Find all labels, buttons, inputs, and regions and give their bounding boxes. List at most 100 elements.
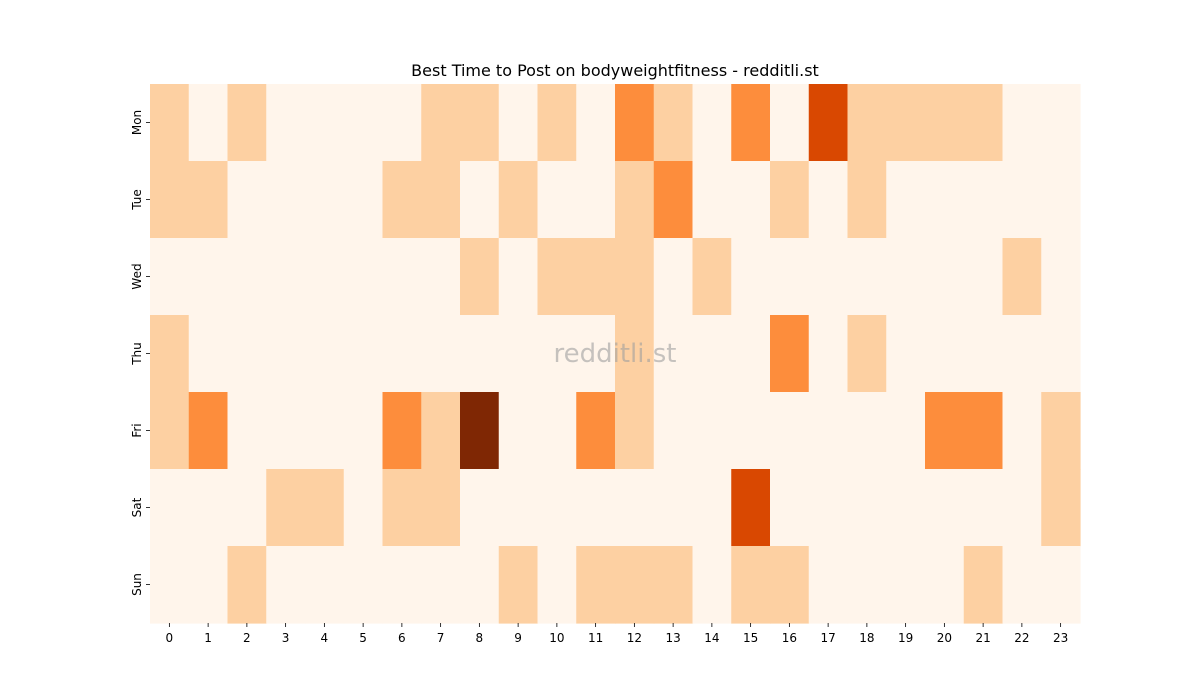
heatmap-cell-mon-0 (150, 84, 190, 162)
heatmap-cell-tue-13 (653, 161, 694, 239)
y-tick-label-tue: Tue (130, 189, 144, 211)
heatmap-cell-sat-17 (808, 469, 849, 547)
heatmap-cell-mon-18 (847, 84, 887, 162)
heatmap-cell-mon-21 (963, 84, 1004, 162)
x-tick-label-2: 2 (243, 631, 251, 645)
x-tick-label-15: 15 (743, 631, 758, 645)
heatmap-cell-thu-6 (382, 315, 422, 393)
heatmap-cell-tue-3 (266, 161, 306, 239)
y-tick-label-thu: Thu (130, 342, 144, 366)
heatmap-cell-mon-15 (731, 84, 771, 162)
heatmap-cell-thu-15 (731, 315, 771, 393)
heatmap-cell-tue-7 (421, 161, 461, 239)
heatmap-cell-wed-17 (808, 238, 849, 316)
y-tick-label-sun: Sun (130, 573, 144, 596)
x-tick-label-5: 5 (359, 631, 367, 645)
heatmap-cell-thu-7 (421, 315, 461, 393)
heatmap-cell-mon-14 (692, 84, 732, 162)
heatmap-cell-fri-3 (266, 392, 306, 470)
heatmap-cell-fri-16 (770, 392, 810, 470)
x-tick-label-10: 10 (549, 631, 564, 645)
heatmap-cell-sat-19 (886, 469, 926, 547)
heatmap-cell-sat-22 (1002, 469, 1042, 547)
heatmap-cell-fri-22 (1002, 392, 1042, 470)
heatmap-cell-sat-9 (498, 469, 539, 547)
heatmap-cell-tue-19 (886, 161, 926, 239)
x-tick-label-11: 11 (588, 631, 603, 645)
heatmap-cell-fri-11 (576, 392, 616, 470)
heatmap-cell-sat-4 (305, 469, 345, 547)
heatmap-cell-sat-8 (460, 469, 500, 547)
heatmap-cell-sat-3 (266, 469, 306, 547)
heatmap-cell-fri-5 (343, 392, 384, 470)
heatmap-cell-fri-7 (421, 392, 461, 470)
watermark-text: redditli.st (554, 339, 677, 369)
heatmap-cell-mon-1 (188, 84, 229, 162)
y-tick-label-wed: Wed (130, 263, 144, 289)
heatmap-cell-tue-18 (847, 161, 887, 239)
heatmap-cell-mon-17 (808, 84, 849, 162)
heatmap-cell-wed-12 (615, 238, 655, 316)
heatmap-cell-wed-2 (227, 238, 267, 316)
heatmap-cell-sat-18 (847, 469, 887, 547)
heatmap-cell-wed-19 (886, 238, 926, 316)
heatmap-cell-wed-4 (305, 238, 345, 316)
heatmap-cell-sun-9 (498, 546, 539, 624)
heatmap-cell-tue-4 (305, 161, 345, 239)
x-tick-label-21: 21 (975, 631, 990, 645)
heatmap-cell-fri-13 (653, 392, 694, 470)
heatmap-cell-wed-21 (963, 238, 1004, 316)
heatmap-cell-tue-2 (227, 161, 267, 239)
heatmap-cell-tue-14 (692, 161, 732, 239)
x-tick-label-13: 13 (665, 631, 680, 645)
heatmap-cell-mon-8 (460, 84, 500, 162)
heatmap-cell-fri-2 (227, 392, 267, 470)
heatmap-cell-sat-10 (537, 469, 577, 547)
chart-title: Best Time to Post on bodyweightfitness -… (411, 61, 819, 80)
heatmap-cell-sat-6 (382, 469, 422, 547)
heatmap-cell-sun-20 (925, 546, 965, 624)
heatmap-cell-sat-20 (925, 469, 965, 547)
heatmap-cell-sun-7 (421, 546, 461, 624)
heatmap-cell-wed-13 (653, 238, 694, 316)
heatmap-cell-sun-0 (150, 546, 190, 624)
y-tick-label-sat: Sat (130, 497, 144, 517)
heatmap-cell-sun-2 (227, 546, 267, 624)
heatmap-cell-mon-6 (382, 84, 422, 162)
x-tick-label-14: 14 (704, 631, 719, 645)
heatmap-cell-mon-2 (227, 84, 267, 162)
heatmap-cell-fri-12 (615, 392, 655, 470)
heatmap-cell-sun-23 (1041, 546, 1081, 624)
heatmap-cell-fri-4 (305, 392, 345, 470)
heatmap-cell-sat-15 (731, 469, 771, 547)
heatmap-cell-thu-16 (770, 315, 810, 393)
heatmap-cell-sun-10 (537, 546, 577, 624)
heatmap-cell-mon-5 (343, 84, 384, 162)
heatmap-cell-thu-21 (963, 315, 1004, 393)
heatmap-cell-thu-4 (305, 315, 345, 393)
heatmap-cell-tue-21 (963, 161, 1004, 239)
heatmap-cell-wed-23 (1041, 238, 1081, 316)
x-tick-label-7: 7 (437, 631, 445, 645)
heatmap-cell-sun-16 (770, 546, 810, 624)
heatmap-cell-thu-12 (615, 315, 655, 393)
heatmap-cell-wed-22 (1002, 238, 1042, 316)
heatmap-cell-fri-19 (886, 392, 926, 470)
heatmap-cell-tue-0 (150, 161, 190, 239)
heatmap-cell-sat-5 (343, 469, 384, 547)
heatmap-cell-sat-7 (421, 469, 461, 547)
heatmap-cell-mon-13 (653, 84, 694, 162)
heatmap-cell-fri-0 (150, 392, 190, 470)
x-tick-label-4: 4 (321, 631, 329, 645)
heatmap-cell-tue-11 (576, 161, 616, 239)
x-tick-label-0: 0 (166, 631, 174, 645)
heatmap-cell-sat-14 (692, 469, 732, 547)
heatmap-cell-mon-23 (1041, 84, 1081, 162)
heatmap-cell-sun-12 (615, 546, 655, 624)
heatmap-cell-thu-9 (498, 315, 539, 393)
heatmap-cell-wed-1 (188, 238, 229, 316)
heatmap-cell-sat-11 (576, 469, 616, 547)
heatmap-cell-sun-8 (460, 546, 500, 624)
heatmap-cell-mon-20 (925, 84, 965, 162)
heatmap-cell-sat-21 (963, 469, 1004, 547)
